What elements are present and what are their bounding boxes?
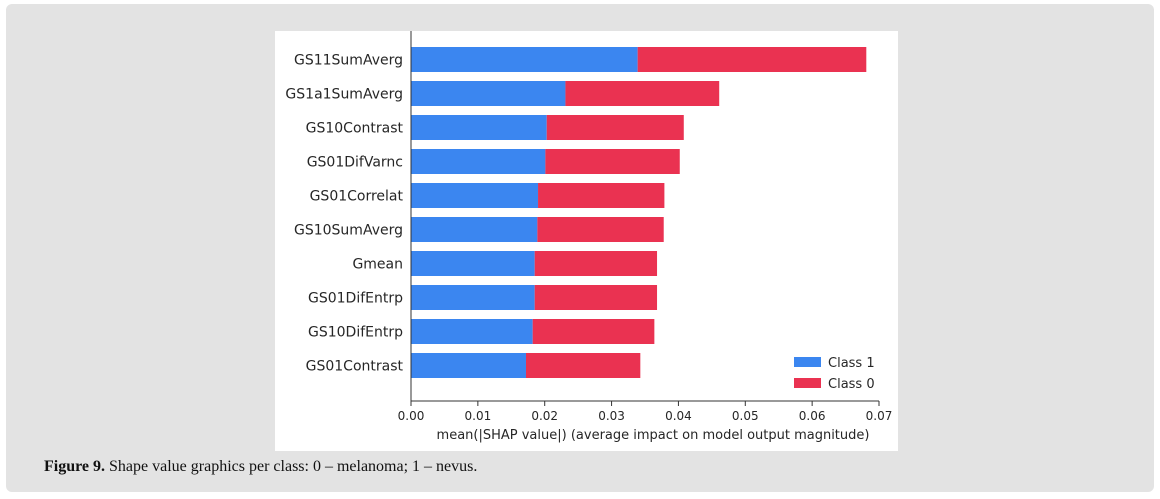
bar-class1-1 (411, 81, 566, 106)
feature-label-9: GS01Contrast (306, 359, 404, 375)
bar-class1-2 (411, 115, 547, 140)
feature-label-5: GS10SumAverg (294, 223, 403, 239)
x-tick-label-3: 0.03 (598, 409, 625, 423)
x-tick-label-2: 0.02 (531, 409, 558, 423)
x-tick-label-0: 0.00 (398, 409, 425, 423)
bar-class0-5 (537, 217, 664, 242)
bar-class0-9 (525, 353, 641, 378)
legend-label-class1: Class 1 (828, 356, 875, 371)
feature-label-6: Gmean (352, 257, 403, 273)
shap-bar-chart: GS11SumAverg GS1a1SumAverg GS10Contrast GS0… (285, 31, 893, 443)
feature-label-1: GS1a1SumAverg (285, 87, 403, 103)
legend-swatch-class0 (794, 378, 821, 388)
bar-class1-6 (411, 251, 535, 276)
bar-class0-6 (534, 251, 658, 276)
bar-class1-5 (411, 217, 538, 242)
legend-label-class0: Class 0 (828, 377, 875, 392)
figure-caption: Figure 9. Shape value graphics per class… (44, 458, 477, 476)
bar-class1-3 (411, 149, 546, 174)
bar-class0-8 (532, 319, 655, 344)
x-tick-label-1: 0.01 (465, 409, 492, 423)
bar-class0-2 (546, 115, 684, 140)
bar-class1-4 (411, 183, 539, 208)
feature-label-2: GS10Contrast (306, 121, 404, 137)
bar-class0-0 (637, 47, 867, 72)
figure-panel: GS11SumAverg GS1a1SumAverg GS10Contrast GS0… (6, 4, 1154, 492)
feature-label-8: GS10DifEntrp (308, 325, 403, 341)
feature-label-4: GS01Correlat (310, 189, 404, 205)
bar-class1-7 (411, 285, 535, 310)
bar-class1-8 (411, 319, 533, 344)
caption-text: Shape value graphics per class: 0 – mela… (105, 458, 478, 475)
bar-class0-3 (545, 149, 680, 174)
feature-label-0: GS11SumAverg (294, 53, 403, 69)
caption-label: Figure 9. (44, 458, 106, 475)
bar-class0-7 (534, 285, 658, 310)
chart-card: GS11SumAverg GS1a1SumAverg GS10Contrast GS0… (275, 31, 898, 451)
x-tick-label-4: 0.04 (665, 409, 692, 423)
bar-class0-4 (538, 183, 665, 208)
legend-swatch-class1 (794, 357, 821, 367)
feature-label-7: GS01DifEntrp (308, 291, 403, 307)
feature-label-3: GS01DifVarnc (307, 155, 403, 171)
x-tick-label-7: 0.07 (866, 409, 893, 423)
x-tick-label-5: 0.05 (732, 409, 759, 423)
bar-class1-0 (411, 47, 638, 72)
bar-class1-9 (411, 353, 526, 378)
x-tick-label-6: 0.06 (799, 409, 826, 423)
x-axis-label: mean(|SHAP value|) (average impact on mo… (437, 428, 870, 443)
bar-class0-1 (565, 81, 720, 106)
